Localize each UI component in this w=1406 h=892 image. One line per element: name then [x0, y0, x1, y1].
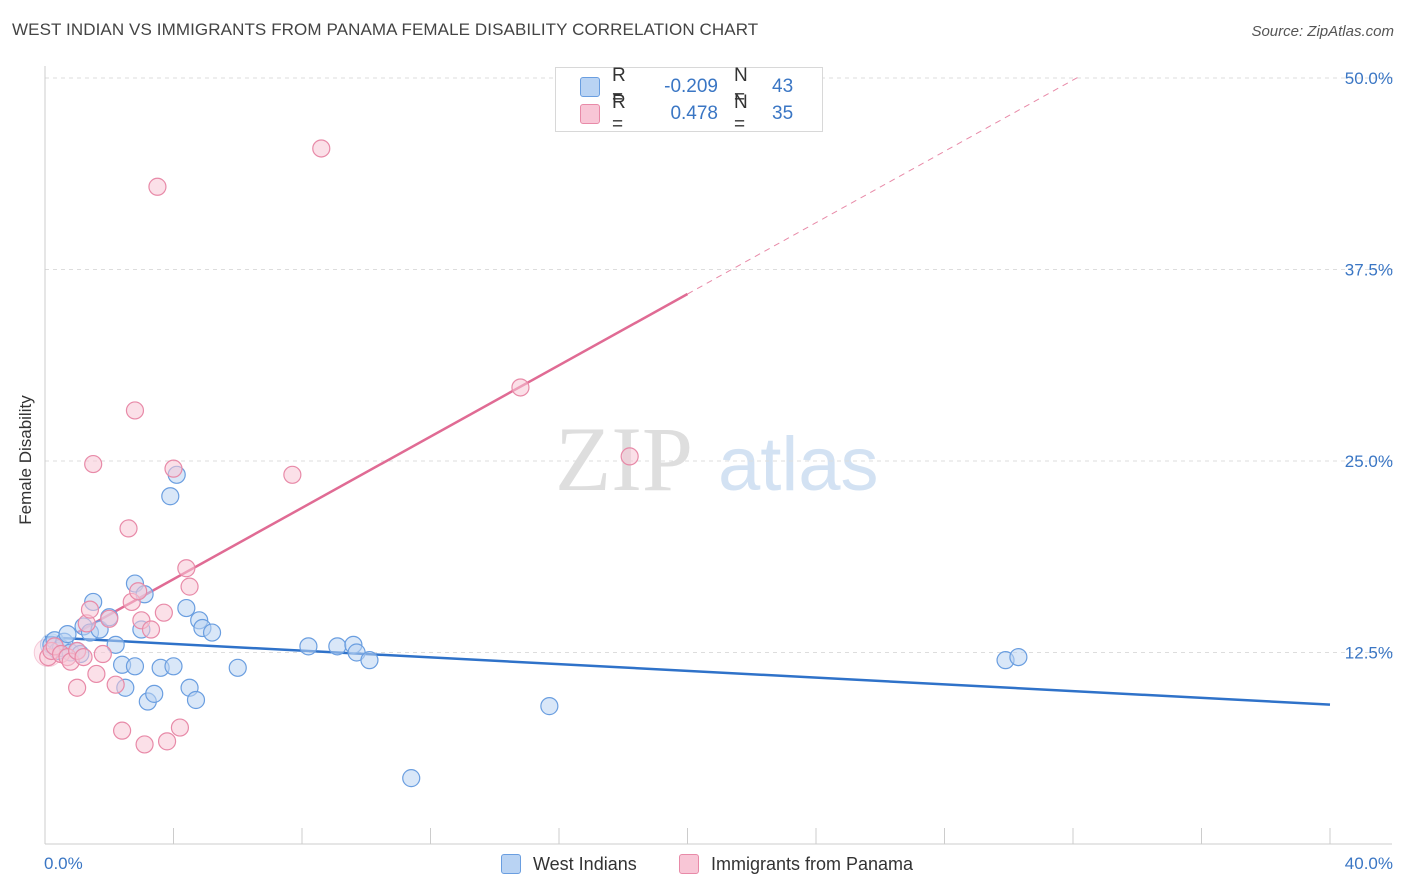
- west-indians-point: [540, 697, 559, 716]
- west-indians-point: [106, 635, 125, 654]
- panama-point: [129, 582, 148, 601]
- gridlines: [45, 77, 1395, 653]
- trendlines: [44, 76, 1331, 706]
- watermark-atlas: atlas: [718, 422, 879, 507]
- west-indians-point: [360, 651, 379, 670]
- panama-point: [164, 459, 183, 478]
- tick-labels: 12.5% 25.0% 37.5% 50.0% 0.0% 40.0%: [44, 69, 1393, 873]
- panama-trendline-extension: [687, 76, 1080, 295]
- panama-point: [141, 620, 161, 639]
- panama-trendline: [76, 292, 689, 634]
- panama-point: [106, 675, 125, 694]
- panama-point: [119, 519, 138, 538]
- west-indians-point: [58, 625, 77, 644]
- west-indians-point: [177, 598, 196, 618]
- panama-point: [283, 465, 302, 484]
- correlation-legend: R = -0.209 N = 43 R = 0.478 N = 35: [555, 65, 823, 135]
- y-tick-label: 37.5%: [1345, 261, 1393, 280]
- west-indians-point: [145, 684, 164, 703]
- panama-point: [68, 678, 87, 697]
- legend-n-label: N =: [734, 92, 748, 135]
- west-indians-point: [186, 690, 206, 710]
- legend-swatch-pink: [580, 104, 600, 124]
- west-indians-point: [164, 657, 183, 676]
- panama-point: [100, 609, 119, 628]
- y-tick-label: 12.5%: [1345, 644, 1393, 663]
- x-tick-label-min: 0.0%: [44, 854, 83, 873]
- panama-point: [620, 447, 639, 466]
- y-axis-label: Female Disability: [16, 395, 35, 525]
- y-tick-label: 25.0%: [1345, 452, 1393, 471]
- chart-title: WEST INDIAN VS IMMIGRANTS FROM PANAMA FE…: [12, 20, 759, 39]
- bottom-legend-swatch-pink: [679, 854, 699, 874]
- legend-r-label: R =: [612, 92, 626, 135]
- legend-r-value: 0.478: [670, 103, 718, 124]
- panama-point: [154, 603, 173, 622]
- legend-swatch-blue: [580, 77, 600, 97]
- y-tick-label: 50.0%: [1345, 69, 1393, 88]
- panama-point: [157, 732, 177, 751]
- watermark: ZIP atlas: [555, 408, 879, 510]
- west-indians-trendline: [44, 635, 1331, 706]
- west-indians-point: [228, 658, 247, 677]
- panama-point: [180, 577, 199, 596]
- panama-point: [74, 647, 93, 667]
- west-indians-point: [328, 637, 347, 656]
- chart-source: Source: ZipAtlas.com: [1251, 23, 1394, 40]
- panama-point: [93, 644, 112, 664]
- panama-point: [148, 177, 167, 196]
- panama-point: [84, 454, 103, 474]
- panama-point: [177, 559, 196, 578]
- panama-point: [511, 378, 530, 397]
- bottom-legend-swatch-blue: [501, 854, 521, 874]
- legend-n-label: N =: [734, 65, 748, 108]
- west-indians-point: [299, 637, 318, 656]
- axes: [44, 66, 1392, 845]
- y-axis-label-wrap: Female Disability: [6, 380, 46, 540]
- west-indians-point: [402, 769, 421, 788]
- panama-point: [135, 735, 154, 754]
- legend-n-value: 35: [772, 103, 794, 124]
- panama-point: [87, 664, 106, 684]
- bottom-legend-west-indians: West Indians: [501, 852, 637, 876]
- panama-point: [312, 139, 331, 158]
- panama-point: [170, 718, 190, 737]
- bottom-legend-panama: Immigrants from Panama: [679, 852, 913, 876]
- bottom-legend-label: West Indians: [533, 853, 637, 874]
- x-tick-label-max: 40.0%: [1345, 854, 1393, 873]
- west-indians-point: [1009, 647, 1028, 667]
- legend-r-value: -0.209: [664, 76, 718, 97]
- west-indians-point: [161, 487, 180, 506]
- data-points: [33, 139, 1028, 788]
- west-indians-point: [125, 657, 145, 676]
- bottom-legend-label: Immigrants from Panama: [711, 853, 914, 874]
- panama-point: [112, 721, 132, 740]
- legend-n-value: 43: [772, 76, 794, 97]
- legend-r-label: R =: [612, 65, 626, 108]
- west-indians-point: [202, 623, 222, 642]
- panama-point: [125, 401, 145, 420]
- panama-point: [80, 600, 100, 619]
